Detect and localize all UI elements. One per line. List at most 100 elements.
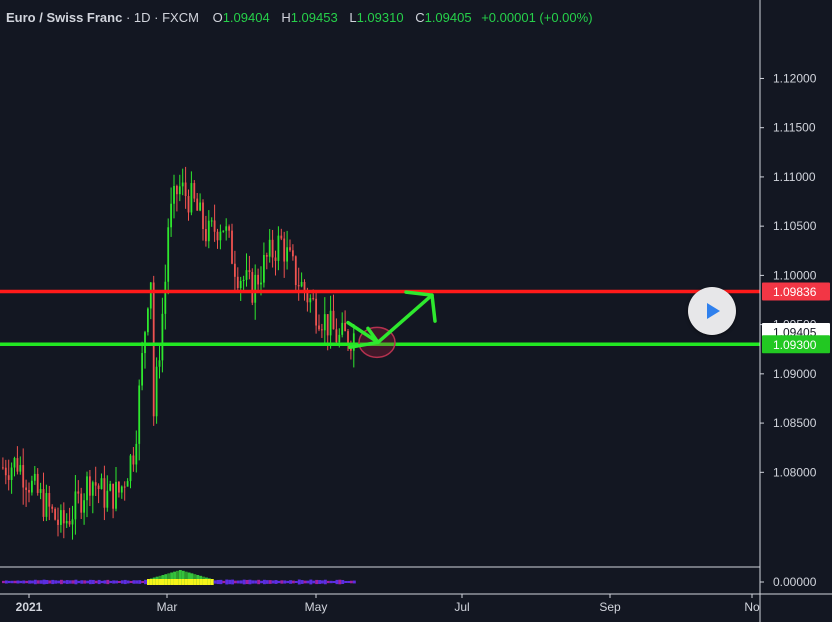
- play-button[interactable]: [688, 287, 736, 335]
- candle-body: [36, 473, 39, 493]
- candle-body: [184, 182, 187, 197]
- candle-body: [341, 322, 344, 335]
- histogram-bar: [248, 579, 252, 585]
- histogram-bar: [65, 580, 69, 584]
- histogram-bar: [170, 572, 174, 584]
- histogram-bar: [210, 579, 214, 585]
- histogram-bar: [338, 579, 342, 585]
- histogram-bar: [303, 580, 307, 584]
- histogram-bar: [135, 580, 139, 584]
- time-tick-label: Jul: [454, 600, 469, 614]
- price-label-text: 1.09300: [773, 338, 817, 352]
- candle-body: [176, 185, 178, 195]
- candle-body: [147, 308, 149, 333]
- candle-body: [326, 314, 329, 336]
- interval[interactable]: 1D: [133, 10, 151, 25]
- histogram-bar: [132, 580, 136, 584]
- histogram-bar: [271, 580, 275, 584]
- candle-body: [83, 500, 85, 513]
- price-tick-label: 1.09000: [773, 367, 817, 381]
- candle-body: [28, 489, 30, 493]
- price-label-box: [762, 282, 830, 301]
- histogram-bar: [138, 580, 142, 584]
- candle-body: [25, 487, 27, 490]
- candle-body: [97, 485, 100, 490]
- histogram-bar: [2, 580, 5, 584]
- candle-body: [219, 231, 222, 241]
- histogram-bar: [309, 579, 313, 585]
- time-tick-label: May: [305, 600, 328, 614]
- separator-dot: ·: [154, 10, 163, 25]
- histogram-bar: [326, 580, 330, 584]
- candle-body: [60, 510, 62, 525]
- histogram-bar: [33, 579, 37, 585]
- histogram-bar: [178, 579, 182, 585]
- histogram-bar: [318, 580, 321, 584]
- histogram-bar: [335, 579, 339, 585]
- low-value: 1.09310: [356, 10, 404, 25]
- candle-body: [161, 313, 164, 361]
- candle-body: [33, 473, 36, 481]
- candle-body: [31, 480, 33, 493]
- histogram-bar: [213, 580, 217, 584]
- separator-dot: ·: [125, 10, 134, 25]
- histogram-bar: [31, 580, 34, 584]
- candle-body: [149, 282, 152, 309]
- histogram-bar: [147, 579, 150, 585]
- histogram-bar: [341, 580, 345, 584]
- histogram-bar: [347, 580, 350, 584]
- histogram-bar: [332, 580, 336, 584]
- histogram-bar: [251, 580, 255, 584]
- candle-body: [155, 366, 158, 417]
- candle-body: [45, 493, 48, 517]
- histogram-bar: [167, 573, 171, 584]
- legend-header: Euro / Swiss Franc · 1D · FXCM O1.09404 …: [6, 10, 593, 25]
- histogram-bar: [45, 579, 49, 585]
- time-tick-label: No: [744, 600, 760, 614]
- low-label: L: [349, 10, 357, 25]
- candle-body: [54, 508, 56, 520]
- horizontal-lines: [0, 289, 760, 347]
- candle-body: [141, 353, 143, 386]
- candle-body: [4, 467, 7, 476]
- high-value: 1.09453: [290, 10, 338, 25]
- lower-tick-label: 0.00000: [773, 575, 817, 589]
- histogram-bar: [344, 580, 348, 584]
- candle-body: [202, 202, 204, 230]
- histogram-bar: [196, 579, 200, 585]
- candle-body: [207, 220, 210, 242]
- candle-body: [77, 491, 80, 494]
- histogram-bar: [16, 580, 20, 584]
- symbol-name: Euro / Swiss Franc: [6, 10, 123, 25]
- candle-body: [216, 231, 219, 241]
- candle-body: [112, 483, 114, 509]
- candle-body: [315, 298, 317, 326]
- candle-body: [196, 198, 199, 211]
- candle-body: [13, 458, 16, 468]
- histogram-bar: [120, 580, 124, 584]
- histogram-bar: [54, 580, 58, 584]
- histogram-bar: [173, 579, 176, 585]
- candle-body: [332, 310, 335, 330]
- candle-body: [277, 235, 280, 261]
- candle-body: [312, 298, 315, 300]
- histogram-bar: [300, 580, 304, 584]
- histogram-bar: [77, 580, 81, 584]
- candle-body: [210, 220, 213, 222]
- candle-body: [152, 282, 155, 417]
- candle-body: [294, 256, 297, 286]
- candle-body: [321, 329, 323, 331]
- lower-pane: [2, 570, 356, 585]
- price-label-text: 1.09836: [773, 285, 817, 299]
- candle-body: [158, 360, 161, 367]
- candle-body: [274, 257, 277, 261]
- candle-body: [245, 270, 248, 280]
- histogram-bar: [257, 579, 261, 585]
- histogram-bar: [80, 580, 84, 584]
- histogram-bar: [292, 580, 295, 584]
- histogram-bar: [164, 579, 168, 585]
- candle-body: [222, 230, 225, 232]
- candle-body: [132, 455, 135, 465]
- histogram-bar: [25, 580, 29, 584]
- candle-body: [48, 493, 51, 507]
